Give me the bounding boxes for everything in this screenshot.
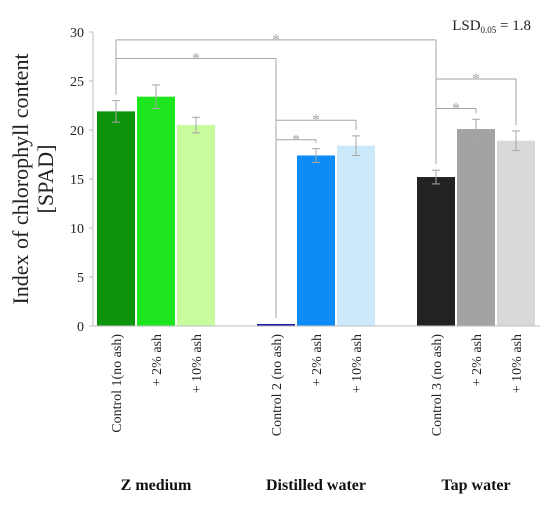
bar bbox=[257, 324, 295, 326]
y-tick-label: 30 bbox=[70, 26, 84, 41]
bar bbox=[417, 177, 455, 326]
significance-star: * bbox=[292, 132, 300, 149]
x-tick-label: + 10% ash bbox=[350, 334, 365, 393]
y-axis-title-line2: [SPAD] bbox=[33, 145, 58, 214]
y-axis-title-line1: Index of chlorophyll content bbox=[8, 53, 33, 304]
significance-star: * bbox=[272, 32, 280, 49]
x-tick-label: Control 1(no ash) bbox=[110, 334, 125, 433]
bar bbox=[337, 145, 375, 326]
significance-star: * bbox=[192, 50, 200, 67]
y-tick-label: 25 bbox=[70, 75, 84, 90]
significance-star: * bbox=[472, 71, 480, 88]
y-tick-label: 10 bbox=[70, 222, 84, 237]
bar bbox=[97, 111, 135, 326]
significance-star: * bbox=[312, 112, 320, 129]
x-tick-label: + 2% ash bbox=[150, 334, 165, 386]
x-tick-label: + 2% ash bbox=[470, 334, 485, 386]
significance-star: * bbox=[452, 100, 460, 117]
group-label: Z medium bbox=[121, 477, 192, 494]
bar bbox=[497, 140, 535, 326]
x-tick-label: + 10% ash bbox=[510, 334, 525, 393]
significance-bracket bbox=[435, 78, 517, 165]
x-tick-label: + 2% ash bbox=[310, 334, 325, 386]
x-tick-label: + 10% ash bbox=[190, 334, 205, 393]
bar bbox=[457, 129, 495, 326]
bar bbox=[137, 96, 175, 327]
lsd-annotation: LSD0.05 = 1.8 bbox=[452, 18, 531, 35]
x-tick-label: Control 2 (no ash) bbox=[270, 334, 285, 437]
y-tick-label: 20 bbox=[70, 124, 84, 139]
bar bbox=[177, 125, 215, 326]
bar bbox=[297, 155, 335, 326]
group-label: Tap water bbox=[441, 477, 510, 494]
y-tick-label: 0 bbox=[77, 320, 84, 335]
significance-bracket bbox=[275, 119, 357, 319]
y-tick-label: 5 bbox=[77, 271, 84, 286]
x-tick-label: Control 3 (no ash) bbox=[430, 334, 445, 437]
group-label: Distilled water bbox=[266, 477, 366, 494]
y-tick-label: 15 bbox=[70, 173, 84, 188]
